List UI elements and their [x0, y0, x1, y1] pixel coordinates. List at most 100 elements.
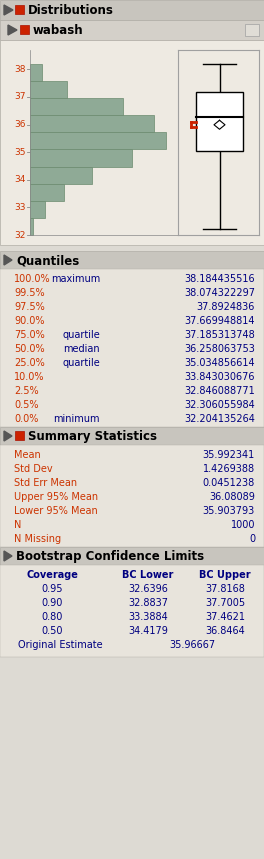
Text: 35.903793: 35.903793 [203, 506, 255, 516]
Text: 38: 38 [15, 64, 26, 74]
Text: 0.50: 0.50 [41, 626, 63, 636]
Text: 36: 36 [15, 120, 26, 129]
Text: 75.0%: 75.0% [14, 330, 45, 340]
Text: 32: 32 [15, 230, 26, 240]
Polygon shape [4, 5, 13, 15]
Text: 36.8464: 36.8464 [205, 626, 245, 636]
Text: 0: 0 [249, 534, 255, 544]
Text: Std Err Mean: Std Err Mean [14, 478, 77, 488]
Text: Lower 95% Mean: Lower 95% Mean [14, 506, 98, 516]
Text: 0.0%: 0.0% [14, 414, 38, 424]
Text: 36.08089: 36.08089 [209, 492, 255, 502]
Bar [245, 24, 259, 36]
Bar [30, 201, 45, 218]
Text: 38.074322297: 38.074322297 [184, 288, 255, 298]
Text: median: median [63, 344, 100, 354]
Text: wabash: wabash [33, 24, 84, 37]
Text: 90.0%: 90.0% [14, 316, 45, 326]
Text: 1.4269388: 1.4269388 [203, 464, 255, 474]
Text: 33.843030676: 33.843030676 [185, 372, 255, 382]
Text: N Missing: N Missing [14, 534, 61, 544]
Text: 50.0%: 50.0% [14, 344, 45, 354]
Text: quartile: quartile [62, 330, 100, 340]
Bar [0, 427, 264, 445]
Text: 35.992341: 35.992341 [203, 450, 255, 460]
Text: 32.8837: 32.8837 [128, 598, 168, 608]
Bar [30, 218, 33, 235]
Text: Distributions: Distributions [28, 4, 114, 17]
Text: 32.204135264: 32.204135264 [184, 414, 255, 424]
Text: 0.95: 0.95 [41, 584, 63, 594]
Text: 0.5%: 0.5% [14, 400, 39, 410]
Text: 1000: 1000 [230, 520, 255, 530]
Text: 37.8168: 37.8168 [205, 584, 245, 594]
Text: 37.669948814: 37.669948814 [185, 316, 255, 326]
Text: 0.80: 0.80 [41, 612, 63, 622]
Bar [0, 547, 264, 565]
Bar [0, 445, 264, 547]
Text: 35.96667: 35.96667 [169, 640, 215, 650]
Text: Quantiles: Quantiles [16, 254, 79, 267]
Text: Summary Statistics: Summary Statistics [28, 430, 157, 443]
Text: BC Lower: BC Lower [122, 570, 174, 580]
Polygon shape [4, 431, 12, 441]
Bar [0, 251, 264, 269]
Text: 32.846088771: 32.846088771 [184, 386, 255, 396]
Text: 32.306055984: 32.306055984 [184, 400, 255, 410]
Text: 33: 33 [15, 203, 26, 212]
Text: Upper 95% Mean: Upper 95% Mean [14, 492, 98, 502]
Text: Mean: Mean [14, 450, 41, 460]
Text: BC Upper: BC Upper [199, 570, 251, 580]
Text: 37.4621: 37.4621 [205, 612, 245, 622]
Text: 25.0%: 25.0% [14, 358, 45, 368]
Bar [30, 132, 166, 149]
Bar [0, 0, 264, 20]
Bar [20, 25, 29, 34]
Text: 0.90: 0.90 [41, 598, 63, 608]
Text: 37.185313748: 37.185313748 [184, 330, 255, 340]
Text: minimum: minimum [54, 414, 100, 424]
Bar [15, 431, 24, 440]
Text: quartile: quartile [62, 358, 100, 368]
Bar [30, 167, 92, 184]
Text: maximum: maximum [51, 274, 100, 284]
Text: Std Dev: Std Dev [14, 464, 53, 474]
Text: 36.258063753: 36.258063753 [184, 344, 255, 354]
Bar [0, 40, 264, 245]
Polygon shape [4, 551, 12, 561]
Polygon shape [8, 25, 17, 35]
Bar [0, 565, 264, 657]
Text: 33.3884: 33.3884 [128, 612, 168, 622]
Bar [30, 81, 67, 98]
Bar [196, 92, 243, 151]
Polygon shape [214, 120, 225, 129]
Text: 34: 34 [15, 175, 26, 185]
Text: 35.034856614: 35.034856614 [184, 358, 255, 368]
Text: 100.0%: 100.0% [14, 274, 51, 284]
Text: 10.0%: 10.0% [14, 372, 45, 382]
Bar [0, 20, 264, 40]
Bar [0, 269, 264, 427]
Text: 32.6396: 32.6396 [128, 584, 168, 594]
Text: Bootstrap Confidence Limits: Bootstrap Confidence Limits [16, 550, 204, 563]
Bar [30, 98, 123, 115]
Text: Original Estimate: Original Estimate [18, 640, 103, 650]
Text: 37: 37 [15, 93, 26, 101]
Text: 34.4179: 34.4179 [128, 626, 168, 636]
Text: 97.5%: 97.5% [14, 302, 45, 312]
Bar [30, 149, 132, 167]
Polygon shape [4, 255, 12, 265]
Bar [15, 5, 24, 14]
Text: 38.184435516: 38.184435516 [184, 274, 255, 284]
Text: 35: 35 [15, 148, 26, 156]
Text: 99.5%: 99.5% [14, 288, 45, 298]
Bar [30, 115, 154, 132]
Text: Coverage: Coverage [26, 570, 78, 580]
Text: 37.7005: 37.7005 [205, 598, 245, 608]
Text: 2.5%: 2.5% [14, 386, 39, 396]
Text: 37.8924836: 37.8924836 [197, 302, 255, 312]
Bar [30, 184, 64, 201]
Text: N: N [14, 520, 21, 530]
Text: 0.0451238: 0.0451238 [203, 478, 255, 488]
Bar [30, 64, 43, 81]
